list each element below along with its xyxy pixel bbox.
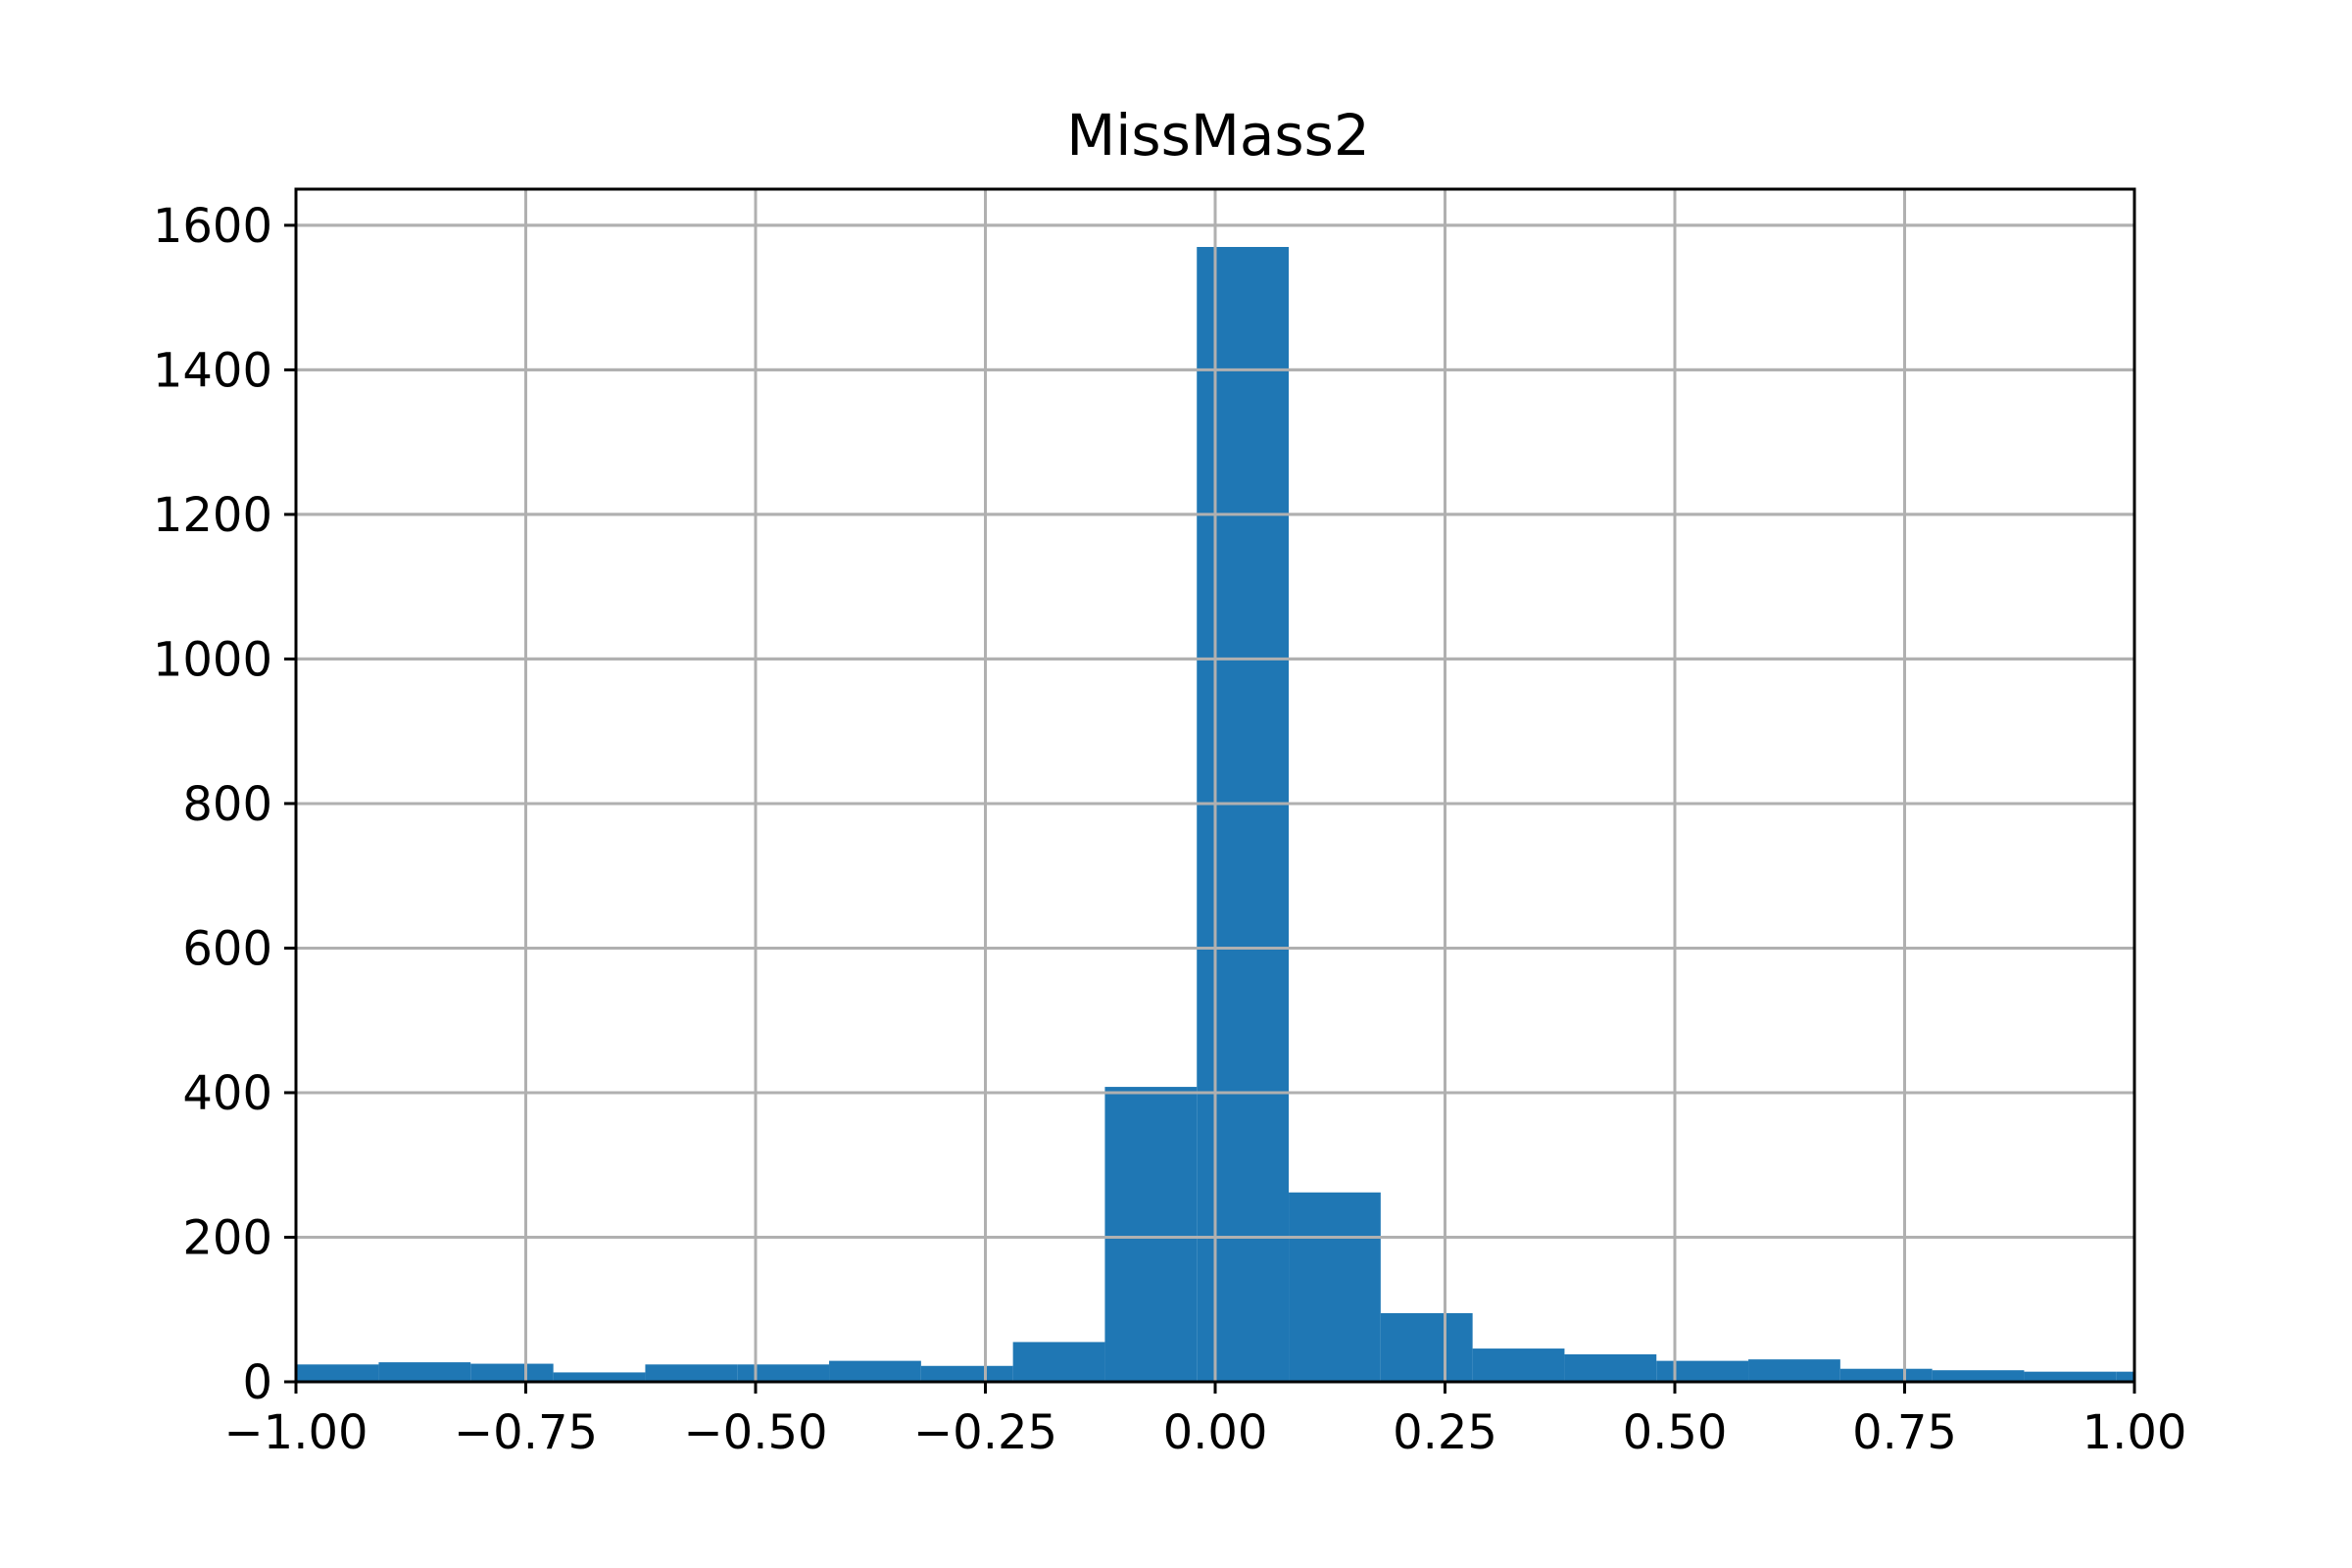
y-tick-label-8: 1600: [153, 199, 272, 254]
y-tick-label-4: 800: [182, 777, 272, 832]
y-tick-label-6: 1200: [153, 488, 272, 543]
y-tick-label-7: 1400: [153, 343, 272, 398]
histogram-bar-12: [1380, 1312, 1473, 1382]
x-tick-label-3: −0.25: [913, 1405, 1057, 1460]
histogram-bar-20: [2116, 1371, 2134, 1382]
x-tick-label-2: −0.50: [683, 1405, 827, 1460]
y-tick-label-3: 600: [182, 921, 272, 976]
x-tick-label-1: −0.75: [454, 1405, 598, 1460]
histogram-bar-15: [1656, 1360, 1749, 1382]
histogram-bar-19: [2024, 1371, 2117, 1382]
y-axis-ticks: 0 200 400 600 800 1000 1200 1400 1600: [153, 199, 296, 1410]
histogram-bar-17: [1839, 1368, 1933, 1382]
histogram-bar-8: [1012, 1342, 1105, 1382]
histogram-bar-14: [1564, 1353, 1657, 1382]
histogram-bar-16: [1748, 1359, 1840, 1382]
x-tick-label-0: −1.00: [223, 1405, 368, 1460]
x-tick-label-5: 0.25: [1393, 1405, 1497, 1460]
histogram-bar-13: [1472, 1348, 1565, 1382]
histogram-bar-10: [1197, 247, 1290, 1382]
histogram-bar-7: [920, 1365, 1013, 1382]
y-tick-label-1: 200: [182, 1210, 272, 1265]
histogram-bar-5: [737, 1364, 830, 1382]
histogram-bars: [296, 247, 2134, 1382]
x-tick-label-7: 0.75: [1852, 1405, 1957, 1460]
histogram-bar-6: [829, 1360, 921, 1382]
x-tick-label-4: 0.00: [1163, 1405, 1268, 1460]
histogram-bar-2: [470, 1363, 554, 1382]
y-tick-label-5: 1000: [153, 632, 272, 687]
histogram-bar-3: [553, 1372, 646, 1382]
x-tick-label-6: 0.50: [1623, 1405, 1728, 1460]
y-tick-label-0: 0: [242, 1355, 272, 1410]
y-tick-label-2: 400: [182, 1066, 272, 1121]
histogram-bar-9: [1104, 1087, 1198, 1382]
histogram-bar-0: [296, 1364, 379, 1382]
x-axis-ticks: −1.00 −0.75 −0.50 −0.25 0.00 0.25 0.50 0.75 1.00: [223, 1382, 2186, 1460]
histogram-bar-18: [1932, 1370, 2025, 1382]
chart-title: MissMass2: [1066, 102, 1370, 169]
histogram-bar-1: [378, 1362, 471, 1382]
x-tick-label-8: 1.00: [2082, 1405, 2187, 1460]
grid-lines-overlay: [294, 189, 2136, 1384]
histogram-bar-4: [645, 1364, 738, 1382]
histogram-bar-11: [1289, 1192, 1381, 1382]
